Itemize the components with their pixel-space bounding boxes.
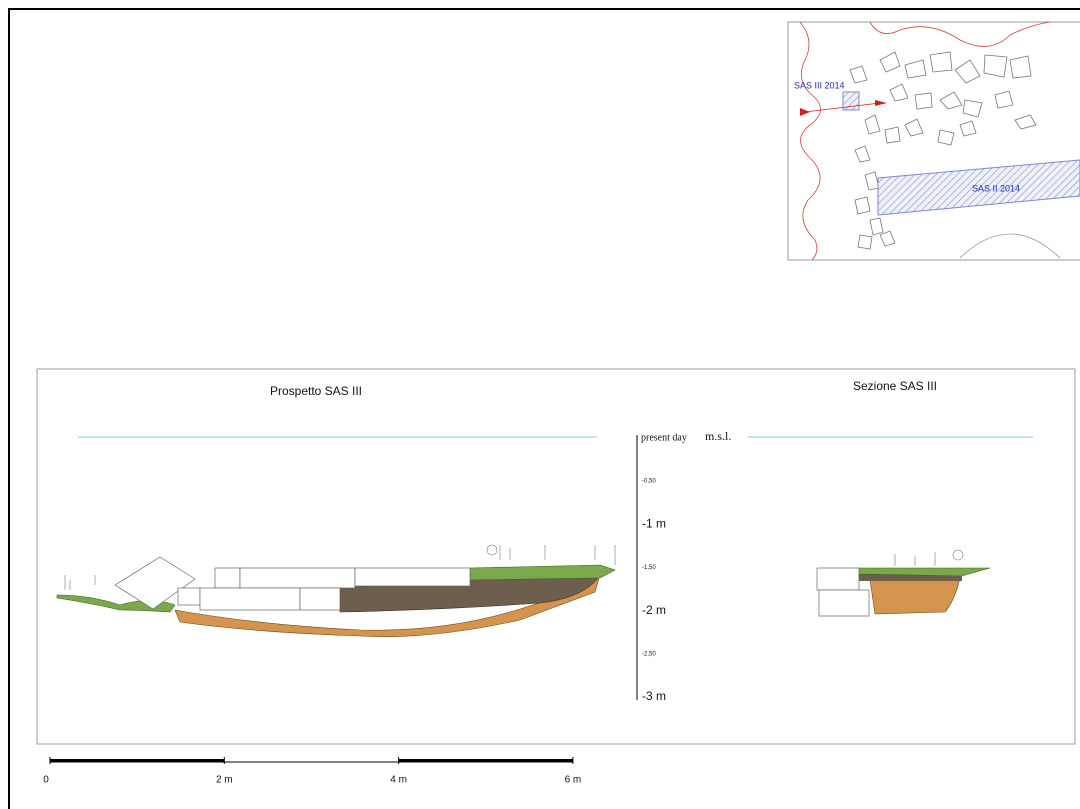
coastline (799, 21, 821, 261)
section-line (804, 102, 881, 113)
plan-inset: SAS III 2014 SAS II 2014 (787, 21, 1080, 261)
layer-us3 (174, 574, 601, 637)
masonry-blocks (114, 556, 471, 611)
stones (849, 51, 1037, 250)
scale-bar: 0 2 m 4 m 6 m (43, 757, 581, 786)
depth-unit: m.s.l. (705, 429, 731, 443)
depth-ticks: -0,50 -1 m -1,50 -2 m -2,50 -3 m (642, 479, 666, 704)
layer-us2 (858, 572, 962, 581)
vegetation (64, 544, 616, 590)
section-title: Sezione SAS III (853, 379, 937, 393)
trench-sas-ii (877, 159, 1080, 216)
elevation-drawing (56, 544, 616, 637)
inset-frame (787, 21, 1080, 261)
depth-tick-label: -2 m (642, 603, 666, 617)
depth-tick-label: -0,50 (642, 479, 656, 485)
trench-sas-iii (842, 91, 860, 111)
scale-segment (50, 759, 224, 762)
feature-outline (959, 233, 1061, 259)
depth-tick-label: -2,50 (642, 651, 656, 657)
scale-tick-label: 4 m (390, 775, 407, 786)
depth-tick-label: -1,50 (642, 565, 656, 571)
masonry-blocks (816, 567, 870, 617)
panel-frame (36, 368, 1076, 745)
scale-segment (399, 759, 573, 762)
plan-label: SAS II 2014 (972, 183, 1020, 193)
section-drawing (816, 549, 991, 617)
depth-tick-label: -3 m (642, 689, 666, 703)
section-marker (800, 100, 887, 116)
elevation-title: Prospetto SAS III (270, 384, 362, 398)
coastline (869, 21, 1051, 47)
depth-reference: present day (641, 432, 687, 443)
scale-tick-label: 0 (43, 775, 49, 786)
scale-ticks: 0 2 m 4 m 6 m (43, 757, 581, 786)
depth-tick-label: -1 m (642, 516, 666, 530)
vegetation (894, 549, 964, 566)
layer-us1 (56, 594, 176, 613)
sheet-frame (8, 8, 1080, 809)
plan-label: SAS III 2014 (794, 80, 845, 90)
scale-tick-label: 2 m (216, 775, 233, 786)
layer-us1 (469, 564, 616, 581)
layer-us3 (869, 577, 961, 615)
scale-tick-label: 6 m (565, 775, 582, 786)
